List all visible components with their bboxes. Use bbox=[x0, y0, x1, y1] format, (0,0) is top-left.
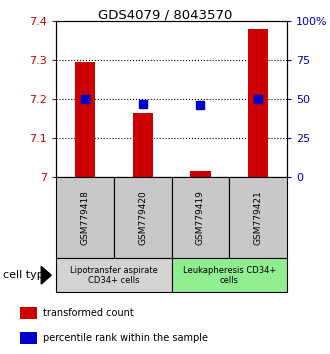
Bar bbox=[56, 258, 172, 292]
Point bbox=[140, 101, 146, 107]
Bar bbox=[75, 62, 95, 177]
Bar bbox=[56, 177, 114, 258]
Bar bbox=[190, 171, 211, 177]
Polygon shape bbox=[41, 266, 51, 284]
Point bbox=[82, 96, 88, 102]
Point bbox=[256, 96, 261, 102]
Bar bbox=[133, 113, 153, 177]
Bar bbox=[20, 307, 37, 319]
Text: GSM779418: GSM779418 bbox=[81, 190, 89, 245]
Text: Lipotransfer aspirate
CD34+ cells: Lipotransfer aspirate CD34+ cells bbox=[70, 266, 158, 285]
Text: GSM779420: GSM779420 bbox=[138, 190, 147, 245]
Text: GSM779419: GSM779419 bbox=[196, 190, 205, 245]
Point bbox=[198, 103, 203, 108]
Bar bbox=[114, 177, 172, 258]
Bar bbox=[229, 177, 287, 258]
Text: Leukapheresis CD34+
cells: Leukapheresis CD34+ cells bbox=[183, 266, 276, 285]
Text: GDS4079 / 8043570: GDS4079 / 8043570 bbox=[98, 9, 232, 22]
Text: GSM779421: GSM779421 bbox=[254, 190, 263, 245]
Text: cell type: cell type bbox=[3, 270, 51, 280]
Text: percentile rank within the sample: percentile rank within the sample bbox=[43, 333, 208, 343]
Bar bbox=[248, 29, 268, 177]
Bar bbox=[172, 177, 229, 258]
Bar bbox=[172, 258, 287, 292]
Bar bbox=[20, 332, 37, 344]
Text: transformed count: transformed count bbox=[43, 308, 134, 318]
